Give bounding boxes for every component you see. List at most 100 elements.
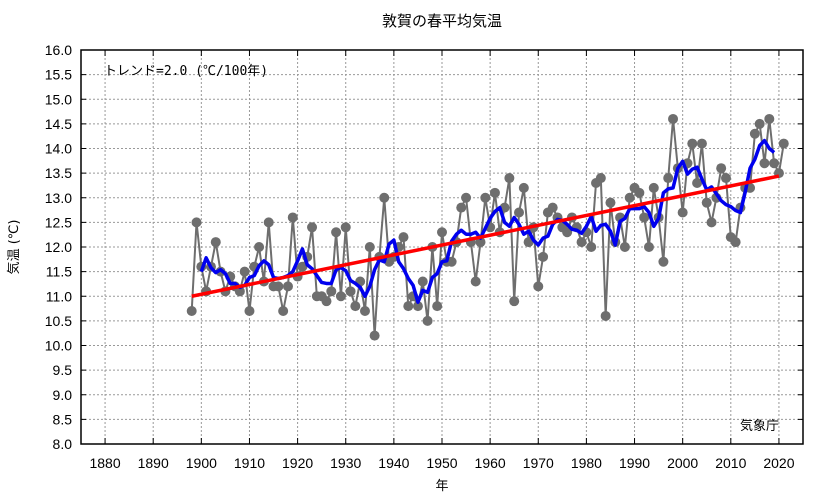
annual-data-point	[191, 217, 202, 228]
annual-data-point	[754, 118, 765, 129]
annual-data-point	[668, 113, 679, 124]
annual-data-point	[234, 286, 245, 297]
y-tick-label: 12.0	[45, 239, 72, 255]
annual-data-point	[297, 261, 308, 272]
x-tick-label: 1950	[426, 455, 457, 471]
annual-data-point	[412, 301, 423, 312]
annual-data-point	[764, 113, 775, 124]
x-tick-label: 1880	[89, 455, 120, 471]
y-axis-label: 気温 (℃)	[6, 220, 22, 275]
y-tick-label: 10.5	[45, 313, 72, 329]
running-mean-line	[199, 138, 776, 304]
annual-data-point	[437, 227, 447, 238]
annual-data-point	[403, 301, 414, 312]
annual-data-point	[210, 237, 221, 248]
y-axis-ticks: 8.0 8.5 9.0 9.5 10.0 10.5 11.0 11.5 12.0 12.5 13.0…	[45, 42, 72, 452]
x-axis-label: 年	[435, 479, 448, 494]
annual-data-point	[533, 281, 544, 292]
annual-data-point	[643, 242, 654, 252]
annual-data-point	[489, 187, 500, 198]
x-tick-label: 1930	[330, 455, 361, 471]
trend-annotation: トレンド=2.0 (℃/100年)	[104, 64, 268, 79]
annual-data-point	[186, 306, 197, 317]
annual-data-point	[696, 138, 707, 149]
annual-data-point	[422, 315, 433, 326]
annual-data-point	[677, 207, 688, 218]
x-tick-label: 1970	[523, 455, 554, 471]
annual-data-point	[749, 128, 760, 139]
annual-data-point	[701, 197, 712, 208]
annual-data-point	[663, 173, 674, 184]
annual-data-point	[345, 286, 356, 297]
series	[186, 113, 789, 341]
annual-data-point	[446, 256, 457, 267]
x-tick-label: 1920	[282, 455, 313, 471]
annual-data-point	[619, 242, 630, 252]
annual-data-point	[504, 173, 515, 184]
annual-data-point	[417, 276, 428, 287]
y-tick-label: 8.5	[53, 411, 73, 427]
y-tick-label: 9.5	[53, 362, 73, 378]
y-tick-label: 14.5	[45, 116, 72, 132]
annual-data-point	[254, 242, 265, 252]
annual-data-point	[321, 296, 332, 307]
y-tick-label: 15.5	[45, 67, 72, 83]
x-axis-ticks: 1880 1890 1900 1910 1920 1930 1940 1950 1960 1970…	[89, 455, 794, 471]
annual-data-point	[509, 296, 520, 307]
y-tick-label: 12.5	[45, 214, 72, 230]
annual-data-point	[523, 237, 534, 248]
x-tick-label: 2000	[667, 455, 698, 471]
annual-data-point	[716, 163, 727, 174]
annual-data-point	[335, 291, 346, 302]
x-tick-label: 1990	[619, 455, 650, 471]
y-tick-label: 13.5	[45, 165, 72, 181]
x-tick-label: 2020	[763, 455, 794, 471]
annual-data-point	[600, 310, 611, 321]
annual-data-point	[514, 207, 525, 218]
annual-data-point	[720, 173, 731, 184]
annual-data-point	[706, 217, 717, 228]
annual-data-point	[658, 256, 669, 267]
annual-data-point	[730, 237, 741, 248]
x-tick-label: 1940	[378, 455, 409, 471]
y-tick-label: 9.0	[53, 387, 73, 403]
annual-data-point	[282, 281, 293, 292]
annual-data-point	[379, 192, 390, 203]
annual-data-point	[263, 217, 274, 228]
y-tick-label: 11.0	[46, 288, 72, 304]
x-tick-label: 2010	[715, 455, 746, 471]
annual-data-point	[326, 286, 337, 297]
chart-title: 敦賀の春平均気温	[382, 12, 502, 30]
annual-data-point	[239, 266, 250, 277]
y-tick-label: 8.0	[53, 436, 73, 452]
x-tick-label: 1960	[475, 455, 506, 471]
annual-data-point	[369, 330, 380, 341]
credit-label: 気象庁	[740, 418, 779, 434]
y-tick-label: 14.0	[45, 141, 72, 157]
annual-data-point	[287, 212, 298, 223]
annual-data-point	[778, 138, 789, 149]
annual-data-point	[244, 306, 255, 317]
annual-data-point	[687, 138, 698, 149]
annual-data-point	[273, 281, 284, 292]
annual-data-point	[586, 242, 597, 252]
annual-data-point	[518, 182, 529, 193]
y-tick-label: 10.0	[45, 338, 72, 354]
y-tick-label: 16.0	[45, 42, 72, 58]
annual-data-point	[331, 227, 342, 238]
annual-data-point	[364, 242, 375, 252]
annual-data-point	[624, 192, 635, 203]
x-tick-label: 1910	[234, 455, 265, 471]
y-tick-label: 15.0	[45, 91, 72, 107]
trend-line	[191, 174, 780, 298]
annual-data-point	[562, 227, 573, 238]
y-tick-label: 13.0	[45, 190, 72, 206]
x-tick-label: 1890	[138, 455, 169, 471]
annual-data-point	[538, 251, 549, 262]
annual-data-point	[576, 237, 587, 248]
annual-data-point	[648, 182, 659, 193]
y-tick-label: 11.5	[46, 264, 72, 280]
annual-data-point	[759, 158, 770, 169]
annual-data-point	[432, 301, 443, 312]
